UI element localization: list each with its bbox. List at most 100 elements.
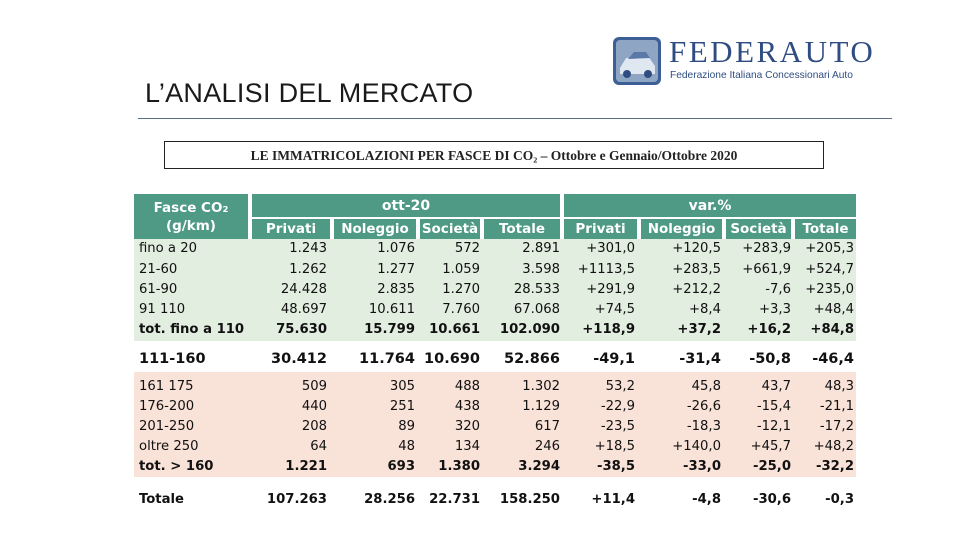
table-cell: -18,3 — [686, 418, 721, 434]
row-label: 21-60 — [139, 261, 178, 277]
table-cell: -22,9 — [600, 398, 635, 414]
header-group-var: var.% — [564, 194, 856, 217]
row-label: fino a 20 — [139, 241, 197, 256]
table-cell: 48 — [398, 438, 415, 454]
slide-title: L’ANALISI DEL MERCATO — [145, 78, 474, 108]
table-row: fino a 20 1.243 1.076 572 2.891 +301,0 +120,5 +… — [134, 239, 856, 258]
table-cell: 1.221 — [285, 459, 327, 474]
table-cell: 64 — [310, 438, 327, 454]
logo-wordmark: FEDERAUTO — [669, 34, 876, 69]
table-cell: 1.380 — [438, 459, 480, 474]
table-cell: +1113,5 — [577, 261, 635, 277]
row-label: 61-90 — [139, 281, 178, 297]
table-cell: +524,7 — [805, 261, 854, 277]
table-cell: 67.068 — [513, 301, 560, 317]
table-cell: -46,4 — [812, 350, 854, 367]
table-cell: +118,9 — [582, 322, 635, 337]
row-label: tot. fino a 110 — [139, 322, 245, 337]
table-cell: +283,5 — [672, 261, 721, 277]
table-cell: 11.764 — [359, 350, 415, 367]
table-cell: 1.277 — [377, 261, 415, 277]
table-cell: -21,1 — [819, 398, 854, 414]
table-row: 176-200 440 251 438 1.129 -22,9 -26,6 -15,4 -21,… — [134, 396, 856, 416]
table-cell: 30.412 — [271, 350, 327, 367]
header-group2-text: var.% — [688, 197, 732, 214]
table-cell: 3.598 — [522, 261, 560, 277]
row-label: 161 175 — [139, 378, 194, 394]
table-cell: 246 — [534, 438, 560, 454]
table-cell: -23,5 — [600, 418, 635, 434]
table-cell: 24.428 — [280, 281, 327, 297]
table-cell: 1.243 — [289, 241, 327, 256]
table-cell: -15,4 — [756, 398, 791, 414]
header-group-ott20: ott-20 — [252, 194, 560, 217]
table-cell: 488 — [454, 378, 480, 394]
column-header: Privati — [564, 219, 637, 239]
table-cell: +48,2 — [813, 438, 854, 454]
car-emblem-icon — [613, 37, 661, 85]
row-label: oltre 250 — [139, 438, 199, 454]
table-cell: +37,2 — [677, 322, 721, 337]
row-label: 111-160 — [139, 350, 206, 367]
table-cell: -26,6 — [686, 398, 721, 414]
table-cell: 102.090 — [499, 322, 560, 337]
table-cell: 75.630 — [276, 322, 327, 337]
table-cell: 440 — [301, 398, 327, 414]
table-cell: 22.731 — [429, 491, 480, 507]
table-cell: 43,7 — [761, 378, 791, 394]
header-group1-text: ott-20 — [381, 197, 431, 214]
column-header: Privati — [252, 219, 330, 239]
table-cell: +301,0 — [586, 241, 635, 256]
table-cell: -49,1 — [593, 350, 635, 367]
column-header: Totale — [795, 219, 856, 239]
table-cell: 28.533 — [513, 281, 560, 297]
table-cell: 7.760 — [442, 301, 480, 317]
table-cell: +74,5 — [594, 301, 635, 317]
table-cell: +140,0 — [672, 438, 721, 454]
table-cell: 305 — [389, 378, 415, 394]
table-cell: 10.611 — [368, 301, 415, 317]
logo-subtitle: Federazione Italiana Concessionari Auto — [670, 70, 853, 81]
table-cell: -32,2 — [815, 459, 854, 474]
table-cell: +212,2 — [672, 281, 721, 297]
table-cell: +283,9 — [742, 241, 791, 256]
table-title: LE IMMATRICOLAZIONI PER FASCE DI CO₂ – O… — [164, 141, 824, 169]
table-cell: +235,0 — [805, 281, 854, 297]
table-cell: +291,9 — [586, 281, 635, 297]
table-cell: 48.697 — [280, 301, 327, 317]
table-cell: 509 — [301, 378, 327, 394]
table-cell: 2.891 — [522, 241, 560, 256]
table-cell: +18,5 — [594, 438, 635, 454]
table-cell: 1.076 — [377, 241, 415, 256]
table-cell: 572 — [454, 241, 480, 256]
table-cell: 1.302 — [522, 378, 560, 394]
table-cell: 10.661 — [429, 322, 480, 337]
column-header: Società — [420, 219, 480, 239]
table-row: oltre 250 64 48 134 246 +18,5 +140,0 +45,7 +48,2 — [134, 436, 856, 456]
table-cell: +11,4 — [591, 491, 635, 507]
table-cell: 1.059 — [442, 261, 480, 277]
table-cell: -31,4 — [679, 350, 721, 367]
table-cell: 320 — [454, 418, 480, 434]
table-cell: -0,3 — [825, 491, 854, 507]
table-cell: 2.835 — [377, 281, 415, 297]
column-header: Noleggio — [334, 219, 416, 239]
table-cell: -12,1 — [756, 418, 791, 434]
table-row: 161 175 509 305 488 1.302 53,2 45,8 43,7 48,3 — [134, 376, 856, 396]
table-cell: 10.690 — [424, 350, 480, 367]
table-cell: +45,7 — [750, 438, 791, 454]
table-cell: 1.129 — [522, 398, 560, 414]
table-cell: 208 — [301, 418, 327, 434]
table-cell: -38,5 — [596, 459, 635, 474]
row-label: tot. > 160 — [139, 459, 214, 474]
table-cell: 53,2 — [605, 378, 635, 394]
table-cell: +120,5 — [672, 241, 721, 256]
row-label: Totale — [139, 491, 184, 507]
federauto-logo: FEDERAUTO Federazione Italiana Concessio… — [612, 34, 873, 88]
table-cell: -25,0 — [752, 459, 791, 474]
column-header: Società — [726, 219, 791, 239]
table-cell: +205,3 — [805, 241, 854, 256]
table-cell: +3,3 — [758, 301, 791, 317]
table-cell: 52.866 — [504, 350, 560, 367]
column-header: Noleggio — [641, 219, 722, 239]
